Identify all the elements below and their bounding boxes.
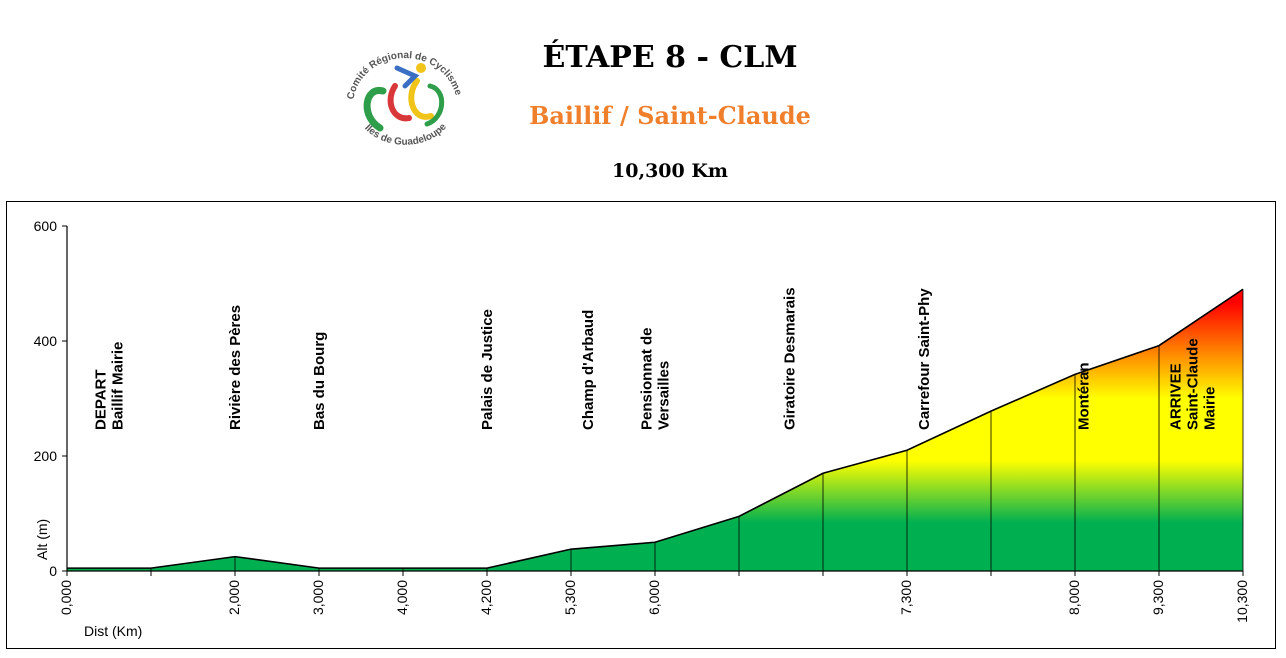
y-tick-label: 400 xyxy=(34,333,58,349)
x-tick-label: 2,000 xyxy=(226,580,242,615)
committee-logo: Comité Régional de Cyclisme Îles de Guad… xyxy=(345,50,463,148)
place-label: Montéran xyxy=(1075,363,1092,431)
place-label: Saint-Claude xyxy=(1185,338,1202,430)
place-label: Pensionnat de xyxy=(639,327,656,430)
x-tick-label: 10,300 xyxy=(1234,580,1250,623)
place-label: Champ d'Arbaud xyxy=(580,310,597,430)
place-label: Giratoire Desmarais xyxy=(781,287,798,430)
chart-frame xyxy=(6,201,1276,649)
x-tick-label: 0,000 xyxy=(58,580,74,615)
place-label: Baillif Mairie xyxy=(110,342,127,430)
place-label: ARRIVEE xyxy=(1168,363,1185,430)
place-label: Palais de Justice xyxy=(479,309,496,430)
x-tick-label: 6,000 xyxy=(646,580,662,615)
y-tick-label: 600 xyxy=(34,218,58,234)
place-label: Mairie xyxy=(1202,387,1219,430)
x-axis-title: Dist (Km) xyxy=(84,623,142,639)
place-label: Rivière des Pères xyxy=(227,305,244,430)
x-tick-label: 5,300 xyxy=(562,580,578,615)
y-axis-title: Alt (m) xyxy=(34,519,50,560)
place-label: Carrefour Saint-Phy xyxy=(916,288,933,430)
y-tick-label: 200 xyxy=(34,448,58,464)
stage-distance: 10,300 Km xyxy=(612,160,728,182)
elevation-area xyxy=(67,289,1243,571)
x-tick-label: 4,000 xyxy=(394,580,410,615)
x-tick-label: 7,300 xyxy=(898,580,914,615)
place-label: Bas du Bourg xyxy=(311,332,328,430)
stage-title: ÉTAPE 8 - CLM xyxy=(542,40,798,75)
stage-route: Baillif / Saint-Claude xyxy=(529,101,811,130)
y-tick-label: 0 xyxy=(49,563,57,579)
x-tick-label: 3,000 xyxy=(310,580,326,615)
place-label: Versailles xyxy=(656,361,673,430)
place-label: DEPART xyxy=(93,369,110,430)
x-tick-label: 9,300 xyxy=(1150,580,1166,615)
x-tick-label: 8,000 xyxy=(1066,580,1082,615)
x-tick-label: 4,200 xyxy=(478,580,494,615)
